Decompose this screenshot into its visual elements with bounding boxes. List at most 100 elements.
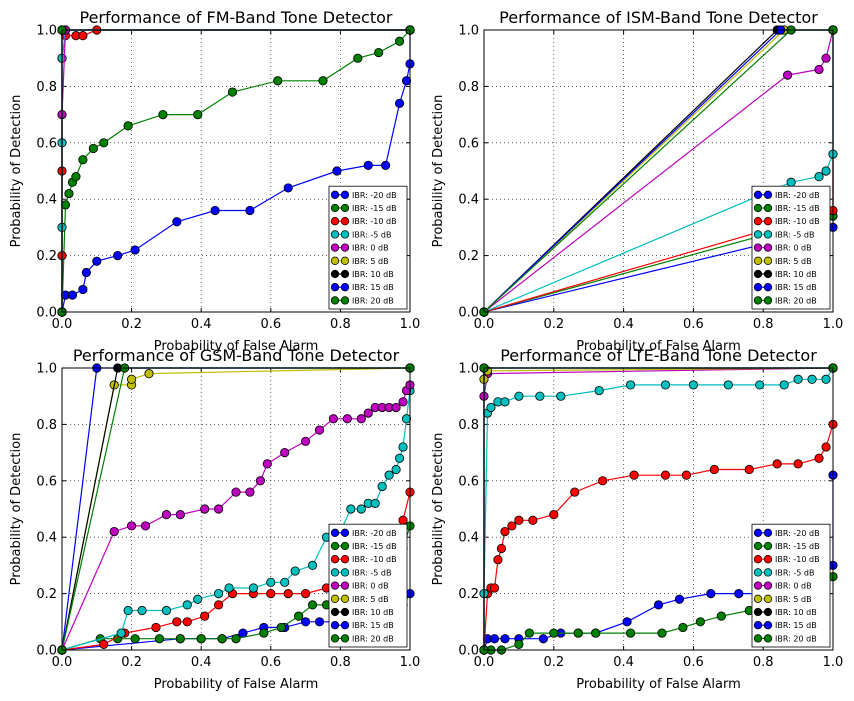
data-point bbox=[161, 605, 171, 616]
data-point bbox=[370, 498, 380, 508]
data-point bbox=[123, 121, 133, 131]
data-point bbox=[193, 110, 203, 120]
data-point bbox=[394, 453, 405, 463]
data-point bbox=[214, 600, 224, 610]
data-point bbox=[99, 138, 109, 148]
legend-label: IBR: -20 dB bbox=[775, 191, 820, 200]
legend-marker bbox=[330, 230, 340, 239]
legend-marker bbox=[330, 203, 340, 213]
legend-label: IBR: 0 dB bbox=[352, 244, 389, 253]
data-point bbox=[821, 442, 831, 452]
data-point bbox=[175, 510, 185, 520]
legend-marker bbox=[330, 541, 340, 551]
data-point bbox=[793, 374, 803, 384]
data-point bbox=[67, 290, 78, 300]
y-tick-label: 0.8 bbox=[36, 418, 57, 433]
legend-marker bbox=[340, 528, 350, 537]
data-point bbox=[99, 639, 109, 649]
legend-label: IBR: 20 dB bbox=[775, 296, 817, 305]
data-point bbox=[489, 634, 500, 644]
legend-marker bbox=[330, 528, 340, 537]
data-point bbox=[625, 628, 636, 638]
legend-label: IBR: 20 dB bbox=[775, 634, 817, 643]
data-point bbox=[695, 617, 705, 627]
legend-marker bbox=[340, 634, 350, 643]
data-point bbox=[363, 160, 373, 170]
data-point bbox=[78, 155, 88, 165]
data-point bbox=[570, 487, 580, 497]
x-tick-label: 0.0 bbox=[474, 317, 495, 332]
data-point bbox=[273, 76, 283, 86]
legend: IBR: -20 dB IBR: -15 dB IBR: -10 dB IBR: -5… bbox=[328, 185, 408, 310]
data-point bbox=[514, 639, 524, 649]
y-tick-label: 0.0 bbox=[458, 644, 479, 659]
y-axis-label: Probability of Detection bbox=[9, 95, 24, 248]
y-tick-label: 0.8 bbox=[458, 418, 479, 433]
data-point bbox=[140, 521, 151, 531]
legend-marker bbox=[763, 634, 773, 643]
legend-marker bbox=[763, 581, 773, 590]
data-point bbox=[377, 481, 387, 492]
legend-marker bbox=[330, 256, 340, 265]
legend-label: IBR: 5 dB bbox=[775, 257, 812, 266]
legend-marker bbox=[330, 607, 340, 617]
x-tick-label: 0.4 bbox=[613, 317, 634, 332]
legend-marker bbox=[753, 190, 763, 199]
chart-title: Performance of GSM-Band Tone Detector bbox=[73, 346, 400, 365]
data-point bbox=[814, 453, 824, 463]
data-point bbox=[60, 200, 71, 210]
legend-marker bbox=[330, 555, 340, 564]
data-point bbox=[113, 251, 123, 261]
legend: IBR: -20 dB IBR: -15 dB IBR: -10 dB IBR: -5… bbox=[751, 523, 831, 648]
legend-marker bbox=[753, 296, 763, 305]
y-tick-label: 0.2 bbox=[36, 249, 57, 264]
data-point bbox=[535, 391, 545, 401]
data-point bbox=[660, 380, 671, 390]
legend-marker bbox=[340, 568, 350, 577]
data-point bbox=[507, 521, 517, 531]
data-point bbox=[346, 504, 356, 514]
data-point bbox=[524, 628, 534, 638]
x-tick-label: 0.6 bbox=[683, 655, 704, 670]
data-point bbox=[814, 172, 824, 182]
legend-label: IBR: -20 dB bbox=[352, 529, 397, 538]
data-point bbox=[109, 526, 119, 537]
data-point bbox=[182, 600, 192, 610]
data-point bbox=[280, 447, 290, 458]
data-point bbox=[158, 110, 168, 120]
data-point bbox=[300, 588, 311, 599]
legend-marker bbox=[753, 621, 763, 630]
x-tick-label: 0.2 bbox=[543, 655, 564, 670]
legend-marker bbox=[340, 243, 350, 252]
data-point bbox=[496, 543, 507, 554]
data-point bbox=[598, 476, 608, 486]
data-point bbox=[391, 464, 401, 475]
data-point bbox=[660, 470, 671, 480]
data-point bbox=[514, 391, 524, 401]
y-tick-label: 0.8 bbox=[36, 80, 57, 95]
data-point bbox=[353, 53, 363, 63]
legend-marker bbox=[340, 190, 350, 199]
data-point bbox=[807, 374, 817, 384]
data-point bbox=[127, 521, 137, 531]
legend-label: IBR: -10 dB bbox=[352, 217, 397, 226]
data-point bbox=[384, 470, 394, 480]
y-tick-label: 0.4 bbox=[36, 193, 57, 208]
legend-label: IBR: -15 dB bbox=[775, 542, 820, 551]
x-tick-label: 1.0 bbox=[400, 317, 421, 332]
legend-marker bbox=[763, 296, 773, 305]
data-point bbox=[217, 634, 227, 644]
legend-marker bbox=[763, 541, 773, 551]
legend-marker bbox=[330, 581, 340, 590]
legend-marker bbox=[763, 283, 773, 292]
y-tick-label: 0.4 bbox=[458, 531, 479, 546]
data-point bbox=[88, 143, 98, 154]
legend-label: IBR: 10 dB bbox=[775, 270, 817, 279]
y-tick-label: 0.6 bbox=[458, 136, 479, 151]
data-point bbox=[549, 510, 559, 520]
legend-marker bbox=[330, 217, 340, 226]
legend-label: IBR: -5 dB bbox=[775, 230, 814, 239]
x-tick-label: 0.4 bbox=[191, 317, 212, 332]
legend-marker bbox=[340, 230, 350, 239]
data-point bbox=[78, 31, 88, 41]
